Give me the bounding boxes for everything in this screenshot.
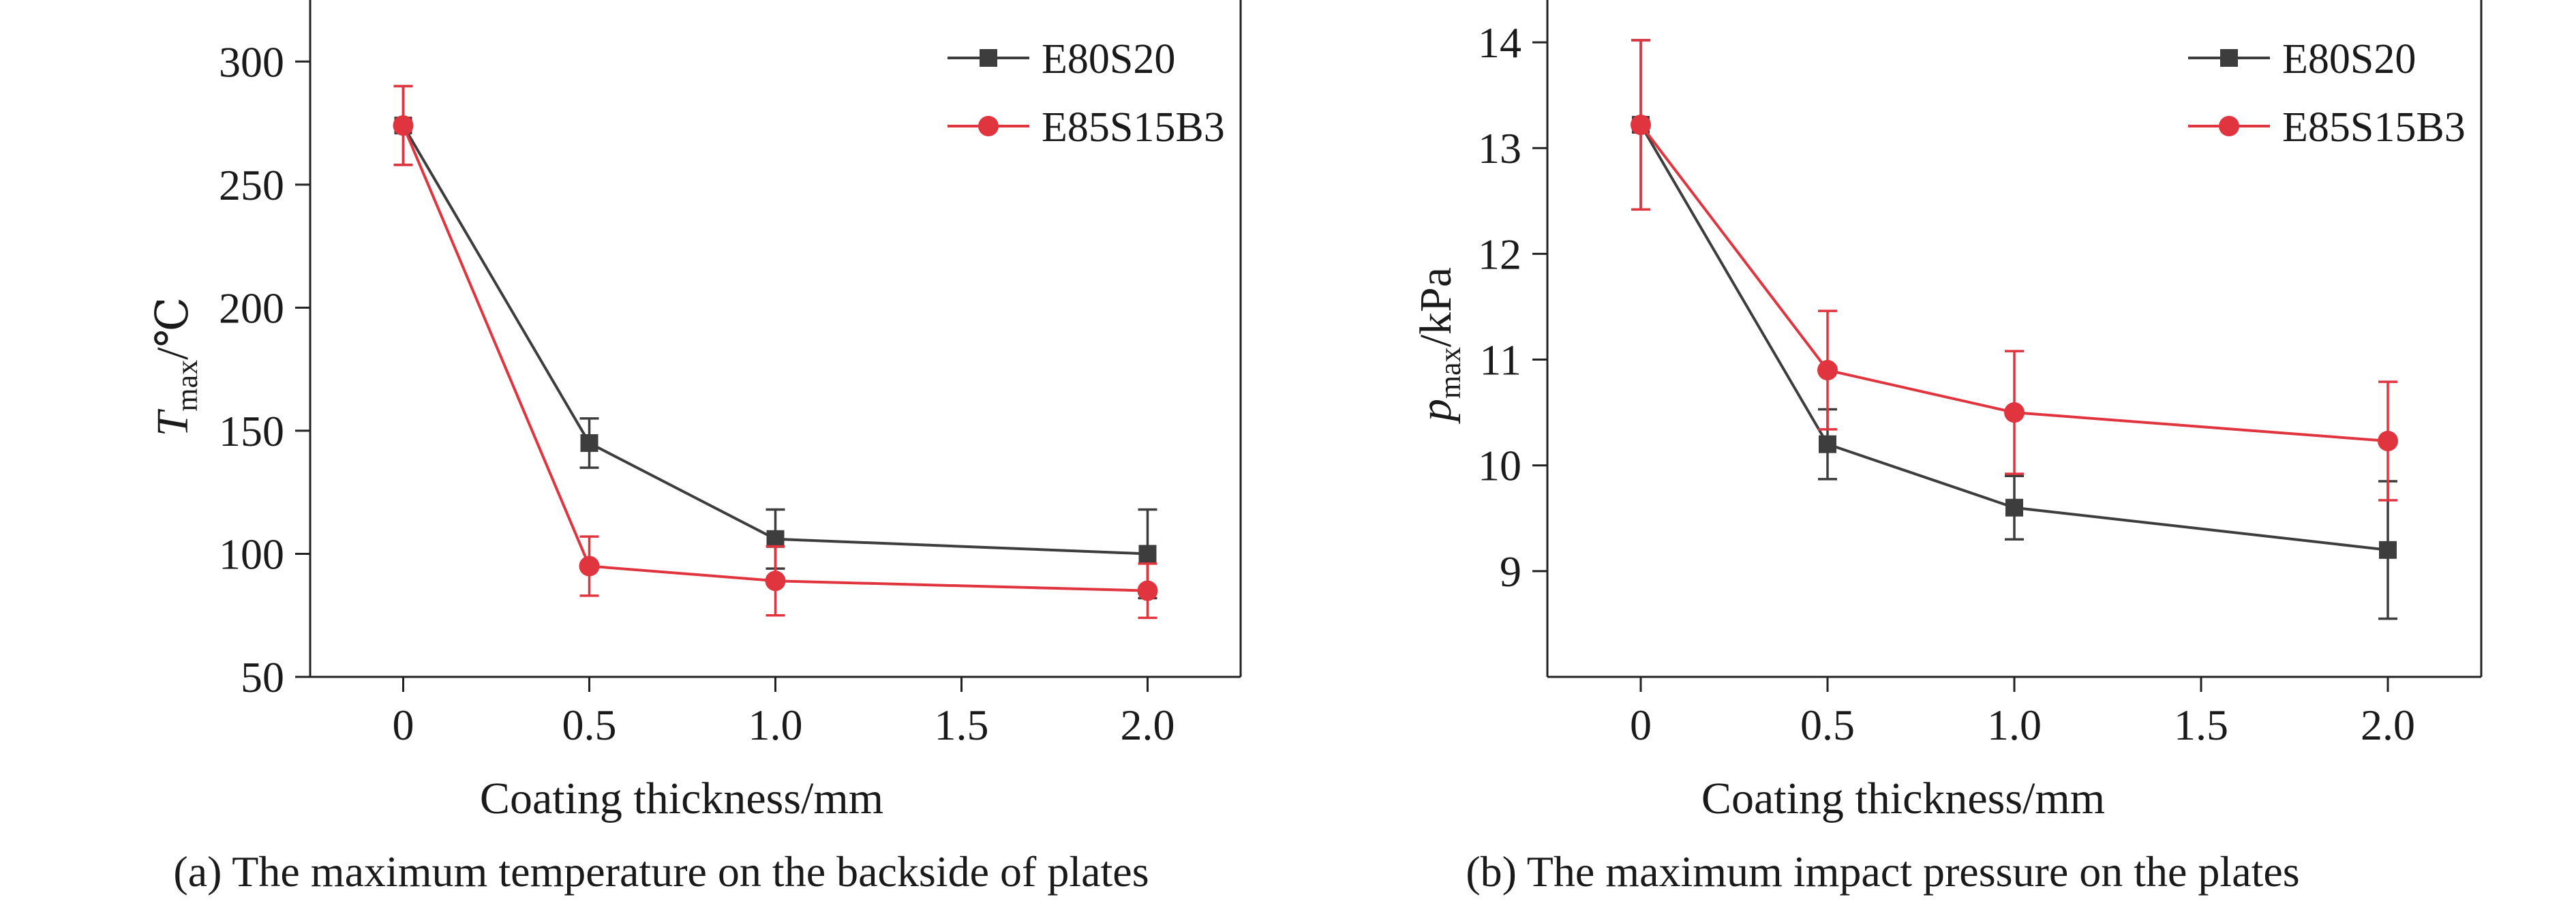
legend-item-e80s20: E80S20: [2188, 36, 2416, 82]
x-tick-label: 1.5: [935, 701, 989, 749]
y-tick-label: 9: [1500, 547, 1521, 596]
chart-panel-b: 9 10 11 12 13 14 0 0.5 1.0 1.5 2.0 Coating thicknes…: [1411, 0, 2483, 896]
data-point: [579, 556, 600, 577]
y-tick-label: 200: [219, 284, 284, 332]
legend-label: E85S15B3: [1042, 104, 1225, 151]
data-point: [1819, 435, 1836, 453]
y-tick-label: 13: [1478, 124, 1521, 172]
y-tick-label: 50: [241, 653, 284, 701]
series-line: [1639, 123, 2389, 442]
y-axis-label-main: p: [1411, 399, 1461, 424]
series-e80s20: [393, 85, 1157, 600]
series-line: [401, 125, 1148, 556]
x-axis-label: Coating thickness/mm: [1701, 774, 2105, 823]
figure-caption: (b) The maximum impact pressure on the p…: [1466, 847, 2299, 896]
y-axis-label-unit: /℃: [148, 297, 198, 360]
data-point: [765, 571, 786, 592]
x-axis-label: Coating thickness/mm: [480, 774, 883, 823]
data-point: [393, 115, 414, 136]
figure-caption: (a) The maximum temperature on the backs…: [173, 847, 1149, 896]
x-tick-label: 2.0: [2361, 701, 2415, 749]
y-axis-label-sub: max: [1434, 347, 1467, 399]
data-point: [2005, 498, 2023, 517]
legend-item-e85s15b3: E85S15B3: [2188, 104, 2466, 151]
x-tick-label: 1.0: [1987, 701, 2042, 749]
y-axis-label: Tmax/℃: [148, 297, 204, 437]
data-point: [1138, 545, 1157, 563]
x-tick-label: 1.5: [2174, 701, 2228, 749]
data-point: [766, 530, 785, 548]
y-tick-label: 100: [219, 530, 284, 578]
y-axis-label-sub: max: [170, 360, 204, 412]
legend-marker: [980, 49, 997, 67]
legend-marker: [2220, 49, 2238, 67]
series-e85s15b3: [1631, 39, 2398, 502]
x-tick-label: 1.0: [748, 701, 803, 749]
x-tick-label: 0.5: [1800, 701, 1855, 749]
y-tick-label: 11: [1479, 336, 1521, 384]
y-axis-label: pmax/kPa: [1411, 267, 1467, 424]
y-tick-label: 300: [219, 37, 284, 86]
x-tick-label: 0: [1630, 701, 1652, 749]
x-tick-label: 0: [393, 701, 414, 749]
data-point: [1137, 580, 1158, 601]
legend-item-e80s20: E80S20: [948, 36, 1175, 82]
data-point: [2379, 541, 2397, 559]
series-e85s15b3: [393, 85, 1158, 620]
chart-panel-a: 50 100 150 200 250 300 0 0.5 1.0 1.5 2.0 Coating th…: [148, 0, 1242, 896]
legend-label: E80S20: [2282, 36, 2416, 82]
legend-label: E80S20: [1042, 36, 1175, 82]
series-line: [401, 125, 1148, 592]
data-point: [1631, 115, 1651, 136]
legend-label: E85S15B3: [2282, 104, 2466, 151]
y-tick-label: 250: [219, 161, 284, 209]
legend-item-e85s15b3: E85S15B3: [948, 104, 1225, 151]
y-axis-label-unit: /kPa: [1411, 267, 1461, 347]
y-tick-label: 14: [1478, 18, 1521, 67]
legend-marker: [2219, 116, 2239, 136]
y-tick-label: 10: [1478, 442, 1521, 490]
legend-marker: [978, 116, 999, 136]
y-tick-label: 12: [1478, 230, 1521, 278]
x-tick-label: 0.5: [562, 701, 617, 749]
y-axis-label-main: T: [148, 408, 198, 436]
y-tick-label: 150: [219, 407, 284, 455]
data-point: [2004, 402, 2025, 423]
data-point: [1817, 360, 1838, 381]
data-point: [580, 434, 598, 452]
x-tick-label: 2.0: [1121, 701, 1175, 749]
data-point: [2378, 431, 2398, 452]
series-line: [1639, 124, 2389, 551]
